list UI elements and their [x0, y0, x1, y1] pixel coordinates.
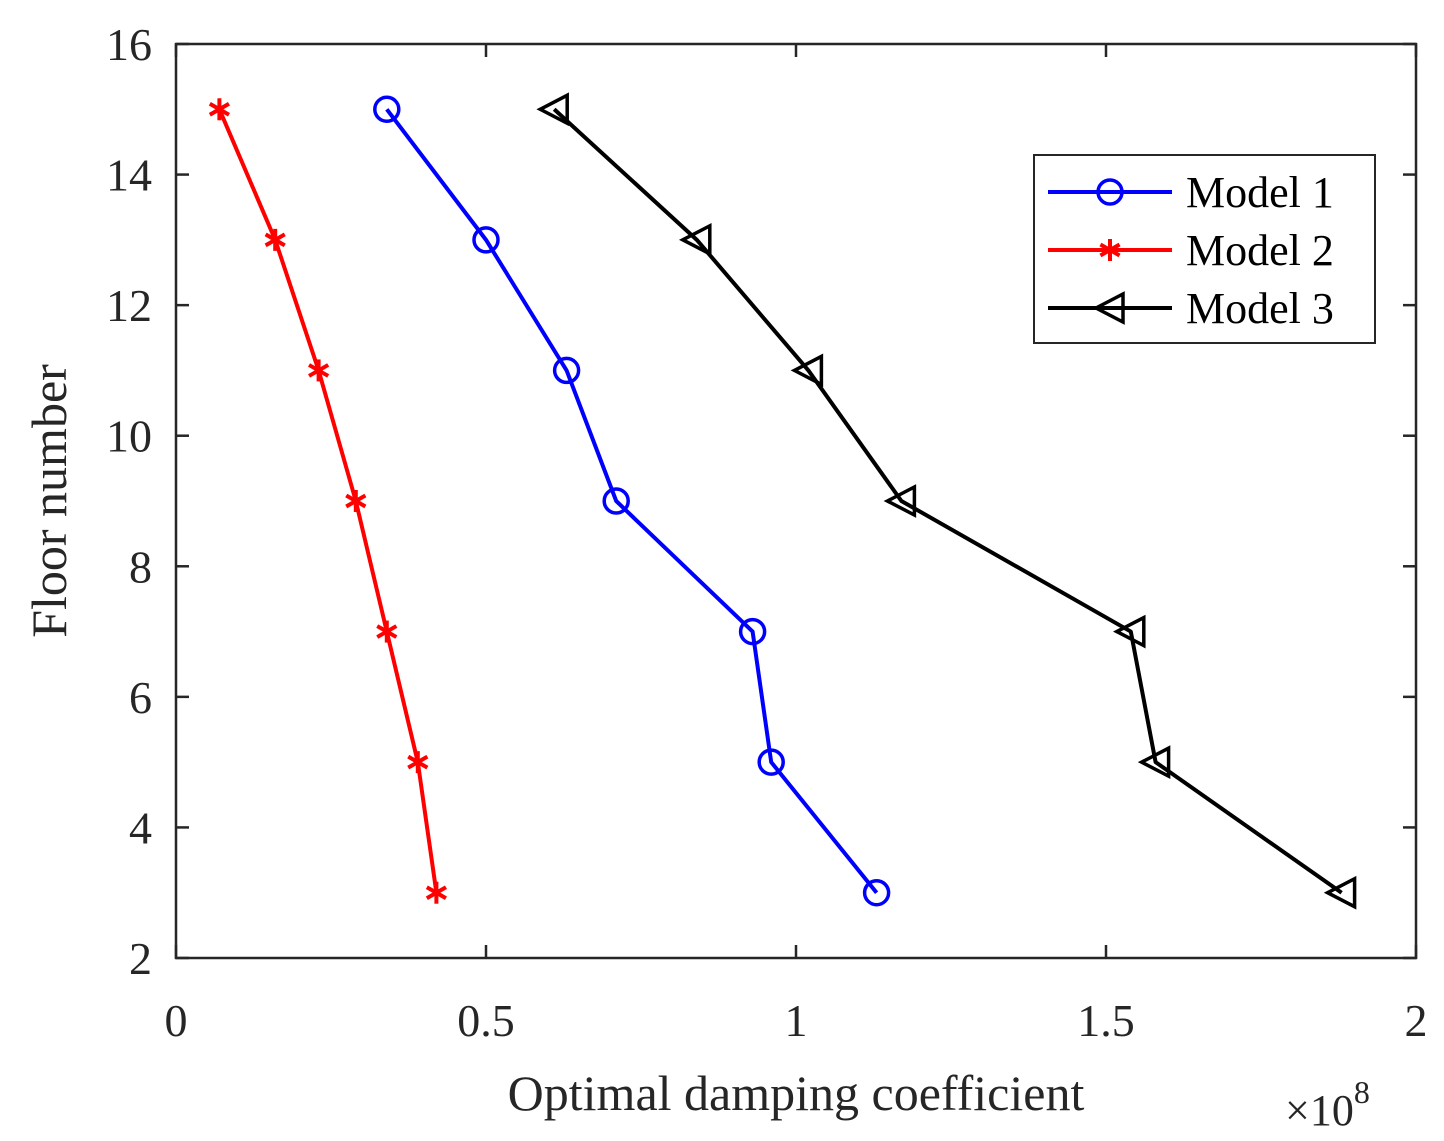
legend-item: Model 2 [1048, 226, 1334, 275]
legend-item: Model 1 [1048, 168, 1334, 217]
data-point-asterisk [376, 620, 398, 643]
data-point-circle [472, 226, 500, 254]
axis-ticks [174, 42, 1418, 960]
y-tick-label: 2 [129, 933, 152, 984]
legend-item: Model 3 [1048, 284, 1334, 333]
x-tick-label: 0 [165, 995, 188, 1046]
data-point-asterisk [345, 490, 367, 512]
y-tick-label: 4 [129, 802, 152, 853]
data-point-asterisk [1099, 239, 1121, 261]
data-point-asterisk [308, 359, 330, 382]
x-axis-multiplier-exponent: 8 [1354, 1074, 1370, 1110]
axis-tick-labels: 0 0.5 1 1.5 2 2 4 6 8 10 12 14 16 [106, 19, 1428, 1046]
data-point-circle [1096, 178, 1124, 206]
data-point-triangle [1323, 875, 1357, 910]
x-axis-multiplier-base: ×10 [1285, 1086, 1354, 1135]
asterisk-stroke [1099, 242, 1121, 258]
y-tick-label: 10 [106, 411, 152, 462]
asterisk-stroke [376, 624, 398, 639]
data-point-triangle [1112, 614, 1146, 649]
data-point-circle [373, 95, 401, 124]
asterisk-stroke [308, 363, 330, 378]
y-tick-label: 8 [129, 541, 152, 592]
data-point-asterisk [425, 881, 447, 904]
x-axis-title: Optimal damping coefficient [508, 1065, 1085, 1121]
y-tick-label: 6 [129, 672, 152, 723]
data-point-triangle [678, 222, 712, 257]
series-line [552, 107, 1343, 895]
data-point-asterisk [264, 228, 286, 251]
asterisk-stroke [264, 232, 286, 248]
data-point-circle [738, 617, 767, 646]
data-point-circle [552, 356, 581, 385]
data-point-circle [862, 878, 891, 907]
legend-label: Model 1 [1186, 168, 1334, 217]
data-point-asterisk [407, 751, 429, 774]
asterisk-stroke [425, 885, 447, 900]
asterisk-stroke [407, 754, 429, 770]
asterisk-stroke [208, 102, 230, 117]
series-line [385, 108, 879, 894]
data-point-triangle [883, 484, 917, 518]
x-tick-label: 2 [1405, 995, 1428, 1046]
legend: Model 1 Model 2 Model 3 [1033, 154, 1376, 344]
y-tick-label: 14 [106, 150, 152, 201]
x-axis-multiplier: ×108 [1285, 1074, 1370, 1135]
y-tick-label: 16 [106, 19, 152, 70]
x-tick-label: 1 [785, 995, 808, 1046]
x-tick-label: 1.5 [1077, 995, 1135, 1046]
data-point-triangle [790, 353, 824, 388]
asterisk-stroke [345, 493, 367, 509]
series-model-2 [208, 98, 447, 904]
x-tick-label: 0.5 [457, 995, 515, 1046]
data-point-asterisk [208, 98, 230, 121]
legend-label: Model 2 [1186, 226, 1334, 275]
data-series [208, 92, 1357, 910]
series-model-1 [373, 95, 891, 907]
legend-label: Model 3 [1186, 284, 1334, 333]
series-model-3 [536, 92, 1357, 910]
y-tick-label: 12 [106, 280, 152, 331]
data-point-circle [757, 748, 785, 776]
data-point-triangle [1137, 745, 1171, 780]
data-point-circle [602, 487, 630, 515]
data-point-triangle [536, 92, 569, 127]
y-axis-title: Floor number [21, 364, 77, 638]
data-point-triangle [1092, 291, 1125, 325]
